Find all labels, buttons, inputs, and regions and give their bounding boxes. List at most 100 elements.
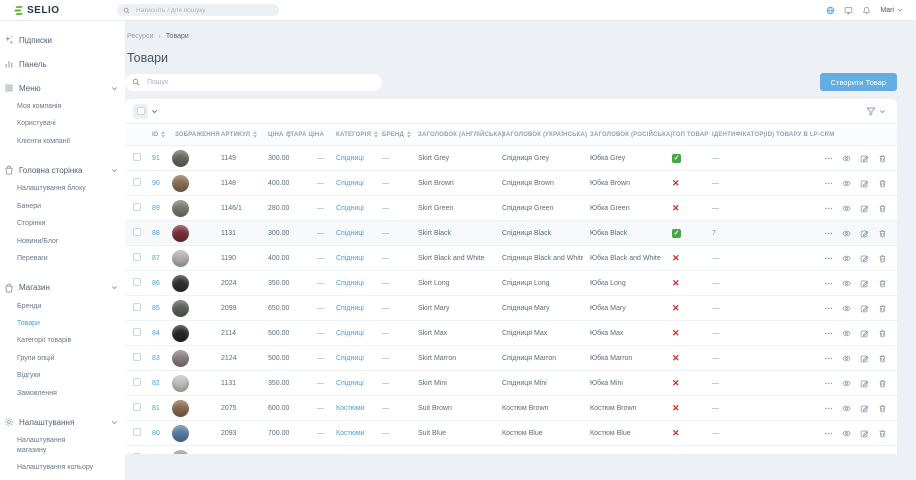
sort-icon[interactable] xyxy=(253,131,258,138)
sort-icon[interactable] xyxy=(286,131,291,138)
eye-icon[interactable] xyxy=(842,229,851,238)
sidebar-item-banners[interactable]: Банери xyxy=(17,202,42,210)
eye-icon[interactable] xyxy=(842,379,851,388)
product-category-link[interactable]: Спідниці xyxy=(336,254,364,262)
trash-icon[interactable] xyxy=(878,429,887,438)
trash-icon[interactable] xyxy=(878,154,887,163)
eye-icon[interactable] xyxy=(842,354,851,363)
product-category-link[interactable]: Спідниці xyxy=(336,354,364,362)
edit-icon[interactable] xyxy=(860,329,869,338)
product-category-link[interactable]: Спідниці xyxy=(336,304,364,312)
product-category-link[interactable]: Костюми xyxy=(336,404,365,412)
logo[interactable]: SELIO xyxy=(13,5,117,16)
dots-icon[interactable] xyxy=(824,429,833,438)
row-checkbox[interactable] xyxy=(133,453,141,454)
product-id-link[interactable]: 91 xyxy=(152,154,160,162)
sidebar-item-menu[interactable]: Меню xyxy=(0,78,125,98)
trash-icon[interactable] xyxy=(878,404,887,413)
sidebar-item-language-settings[interactable]: Мовні налаштування xyxy=(0,476,125,480)
breadcrumb-item[interactable]: Ресурси xyxy=(127,33,154,40)
trash-icon[interactable] xyxy=(878,254,887,263)
column-header-id[interactable]: ID xyxy=(147,124,168,146)
sidebar-item-news-blog[interactable]: Новини/Блог xyxy=(17,237,59,245)
row-checkbox[interactable] xyxy=(133,203,141,211)
trash-icon[interactable] xyxy=(878,304,887,313)
edit-icon[interactable] xyxy=(860,229,869,238)
sidebar-item-orders[interactable]: Замовлення xyxy=(17,389,57,397)
eye-icon[interactable] xyxy=(842,304,851,313)
column-header-category[interactable]: Категорія xyxy=(330,124,379,146)
row-checkbox[interactable] xyxy=(133,278,141,286)
chevron-down-icon[interactable] xyxy=(151,108,158,115)
row-checkbox[interactable] xyxy=(133,228,141,236)
eye-icon[interactable] xyxy=(842,204,851,213)
edit-icon[interactable] xyxy=(860,454,869,455)
sidebar-item-users[interactable]: Користувачі xyxy=(17,120,56,128)
user-menu[interactable]: Mari xyxy=(880,7,903,14)
edit-icon[interactable] xyxy=(860,379,869,388)
global-search[interactable] xyxy=(117,4,279,16)
row-checkbox[interactable] xyxy=(133,428,141,436)
product-id-link[interactable]: 87 xyxy=(152,254,160,262)
bell-icon[interactable] xyxy=(862,6,871,15)
eye-icon[interactable] xyxy=(842,279,851,288)
sidebar-item-reviews[interactable]: Відгуки xyxy=(17,372,41,380)
product-id-link[interactable]: 90 xyxy=(152,179,160,187)
globe-icon[interactable] xyxy=(826,6,835,15)
table-search[interactable] xyxy=(125,73,382,91)
product-id-link[interactable]: 83 xyxy=(152,354,160,362)
global-search-input[interactable] xyxy=(134,5,273,15)
sort-icon[interactable] xyxy=(161,131,166,138)
eye-icon[interactable] xyxy=(842,154,851,163)
sidebar-item-panel[interactable]: Панель xyxy=(0,54,125,74)
dots-icon[interactable] xyxy=(824,229,833,238)
trash-icon[interactable] xyxy=(878,379,887,388)
product-id-link[interactable]: 80 xyxy=(152,429,160,437)
sidebar-item-settings[interactable]: Налаштування xyxy=(0,412,125,432)
select-all-checkbox[interactable] xyxy=(136,107,145,115)
product-category-link[interactable]: Спідниці xyxy=(336,379,364,387)
row-checkbox[interactable] xyxy=(133,403,141,411)
dots-icon[interactable] xyxy=(824,279,833,288)
dots-icon[interactable] xyxy=(824,254,833,263)
edit-icon[interactable] xyxy=(860,354,869,363)
sidebar-item-advantages[interactable]: Переваги xyxy=(17,255,48,263)
product-id-link[interactable]: 86 xyxy=(152,279,160,287)
eye-icon[interactable] xyxy=(842,179,851,188)
select-all-control[interactable] xyxy=(133,103,158,119)
row-checkbox[interactable] xyxy=(133,328,141,336)
product-category-link[interactable]: Костюми xyxy=(336,429,365,437)
row-checkbox[interactable] xyxy=(133,353,141,361)
trash-icon[interactable] xyxy=(878,454,887,455)
product-category-link[interactable]: Спідниці xyxy=(336,204,364,212)
trash-icon[interactable] xyxy=(878,229,887,238)
sidebar-item-color-settings[interactable]: Налаштування кольору xyxy=(17,464,94,471)
sidebar-item-shop-settings[interactable]: Налаштування магазину xyxy=(17,437,66,454)
column-header-price[interactable]: Ціна xyxy=(264,124,294,146)
column-header-brand[interactable]: Бренд xyxy=(376,124,411,146)
product-id-link[interactable]: 81 xyxy=(152,404,160,412)
product-category-link[interactable]: Спідниці xyxy=(336,229,364,237)
eye-icon[interactable] xyxy=(842,254,851,263)
monitor-icon[interactable] xyxy=(844,6,853,15)
trash-icon[interactable] xyxy=(878,204,887,213)
product-id-link[interactable]: 82 xyxy=(152,379,160,387)
trash-icon[interactable] xyxy=(878,354,887,363)
product-id-link[interactable]: 85 xyxy=(152,304,160,312)
dots-icon[interactable] xyxy=(824,154,833,163)
eye-icon[interactable] xyxy=(842,329,851,338)
dots-icon[interactable] xyxy=(824,304,833,313)
sidebar-item-shop[interactable]: Магазин xyxy=(0,278,125,298)
row-checkbox[interactable] xyxy=(133,153,141,161)
create-product-button[interactable]: Створити Товар xyxy=(819,73,897,91)
table-search-input[interactable] xyxy=(145,77,375,87)
sidebar-item-company-clients[interactable]: Клієнти компанії xyxy=(17,137,71,145)
eye-icon[interactable] xyxy=(842,404,851,413)
row-checkbox[interactable] xyxy=(133,303,141,311)
sidebar-item-my-company[interactable]: Моя компанія xyxy=(17,103,62,110)
dots-icon[interactable] xyxy=(824,179,833,188)
trash-icon[interactable] xyxy=(878,329,887,338)
sidebar-item-home-page[interactable]: Головна сторінка xyxy=(0,160,125,180)
product-category-link[interactable]: Спідниці xyxy=(336,154,364,162)
dots-icon[interactable] xyxy=(824,454,833,455)
